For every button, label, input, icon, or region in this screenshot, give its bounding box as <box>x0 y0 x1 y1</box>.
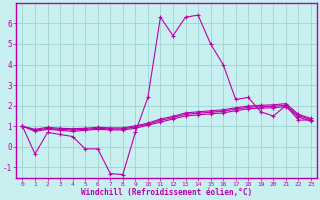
X-axis label: Windchill (Refroidissement éolien,°C): Windchill (Refroidissement éolien,°C) <box>81 188 252 197</box>
